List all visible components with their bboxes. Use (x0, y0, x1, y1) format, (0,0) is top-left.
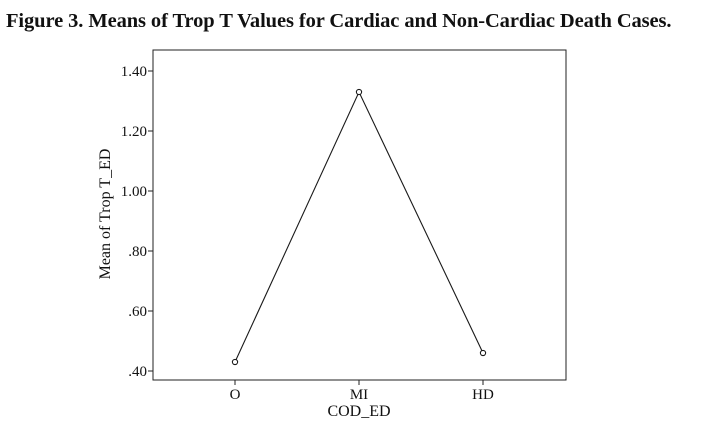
x-axis-ticks: O MI HD (230, 380, 494, 403)
y-tick-label: 1.00 (121, 184, 147, 200)
y-tick-label: .80 (128, 244, 147, 260)
y-tick-label: 1.40 (121, 64, 147, 80)
x-tick-label: O (230, 387, 241, 403)
series-group (231, 88, 487, 366)
y-axis-ticks: .40 .60 .80 1.00 1.20 1.40 (121, 64, 153, 380)
y-tick-label: .40 (128, 364, 147, 380)
data-point-marker (231, 358, 239, 366)
figure-title: Figure 3. Means of Trop T Values for Car… (6, 10, 672, 32)
y-axis-title: Mean of Trop T_ED (97, 149, 114, 280)
data-point-marker (355, 88, 363, 96)
data-point-marker (479, 349, 487, 357)
plot-frame (152, 49, 567, 381)
series-line (234, 90, 484, 363)
y-tick-label: .60 (128, 304, 147, 320)
x-axis-title: COD_ED (327, 403, 390, 420)
x-tick-label: HD (472, 387, 494, 403)
y-tick-label: 1.20 (121, 124, 147, 140)
x-tick-label: MI (350, 387, 368, 403)
